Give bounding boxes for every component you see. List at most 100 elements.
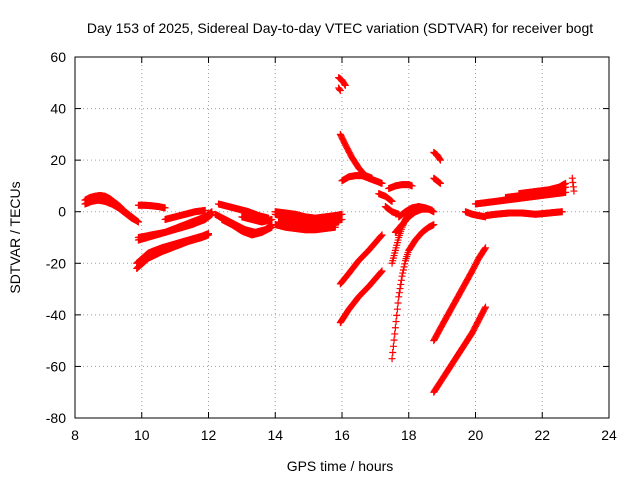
data-point (436, 179, 444, 187)
series-37 (515, 179, 570, 198)
series-24 (336, 267, 386, 327)
data-point (391, 324, 399, 332)
y-tick-label: 60 (50, 49, 66, 65)
series-19 (338, 172, 386, 187)
y-tick-label: -60 (46, 358, 66, 374)
series-25 (388, 221, 438, 363)
series-22 (385, 181, 416, 193)
data-point (341, 80, 349, 88)
x-tick-label: 20 (468, 427, 484, 443)
series-4 (134, 210, 216, 244)
data-point (378, 179, 386, 187)
data-point (396, 285, 404, 293)
series-29 (430, 148, 444, 164)
series-15 (271, 208, 346, 222)
data-point (398, 272, 406, 280)
data-point (390, 336, 398, 344)
y-tick-label: 40 (50, 101, 66, 117)
data-point (377, 269, 385, 277)
data-point (377, 268, 385, 276)
data-point (205, 231, 212, 239)
x-tick-label: 8 (71, 427, 79, 443)
series-33 (461, 208, 490, 221)
x-tick-label: 12 (201, 427, 217, 443)
data-point (436, 155, 444, 163)
data-point (201, 206, 209, 214)
series-2 (134, 201, 169, 212)
series-14 (275, 218, 343, 230)
series-17 (335, 84, 344, 95)
x-tick-label: 10 (134, 427, 150, 443)
y-tick-label: -80 (46, 410, 66, 426)
data-point (335, 218, 343, 226)
data-point (395, 289, 403, 297)
series-30 (430, 174, 444, 187)
grid (75, 57, 609, 418)
data-point (388, 197, 396, 205)
data-point (378, 231, 386, 239)
data-point (408, 182, 416, 190)
series-16 (335, 74, 349, 89)
data-point (389, 349, 397, 357)
x-tick-labels: 8 10 12 14 16 18 20 22 24 (71, 427, 617, 443)
series-31 (430, 244, 490, 345)
data-point (399, 266, 407, 274)
y-tick-labels: -80 -60 -40 -20 0 20 40 60 (46, 49, 66, 426)
series-7 (161, 206, 209, 223)
data-point (388, 355, 396, 363)
data-point (481, 304, 489, 312)
data-point (393, 305, 401, 313)
data-point (395, 293, 403, 301)
series-38 (568, 174, 578, 195)
data-point (338, 210, 346, 218)
data-point (401, 260, 409, 268)
data-point (570, 187, 578, 195)
data-point (391, 330, 399, 338)
data-point (377, 232, 385, 240)
series-11 (238, 213, 276, 226)
data-point (430, 221, 438, 229)
data-points (81, 74, 578, 396)
series-21 (381, 203, 403, 218)
data-point (161, 204, 169, 212)
data-point (562, 179, 570, 187)
data-point (336, 87, 344, 95)
data-point (268, 215, 276, 223)
data-point (335, 85, 343, 93)
y-tick-label: -40 (46, 307, 66, 323)
y-tick-label: 20 (50, 152, 66, 168)
data-point (377, 232, 385, 240)
y-tick-label: 0 (58, 204, 66, 220)
data-point (378, 267, 386, 275)
x-tick-label: 18 (401, 427, 417, 443)
data-point (393, 311, 401, 319)
x-tick-label: 14 (267, 427, 283, 443)
x-tick-label: 22 (534, 427, 550, 443)
data-point (394, 299, 402, 307)
data-point (400, 263, 408, 271)
data-point (397, 280, 405, 288)
data-point (392, 318, 400, 326)
x-axis-label: GPS time / hours (287, 458, 394, 474)
data-point (133, 217, 141, 225)
data-point (558, 208, 566, 216)
data-point (482, 244, 490, 252)
data-point (428, 206, 436, 214)
data-point (389, 342, 397, 350)
series-20 (375, 190, 396, 205)
series-1 (81, 196, 141, 225)
data-point (482, 303, 490, 311)
series-6 (133, 231, 212, 272)
series-32 (430, 303, 490, 396)
series-10 (218, 215, 276, 239)
y-tick-label: -20 (46, 255, 66, 271)
axis-ticks (74, 56, 610, 419)
y-axis-label: SDTVAR / TECUs (7, 181, 23, 293)
data-point (436, 156, 444, 164)
series-34 (482, 208, 566, 220)
x-tick-label: 24 (601, 427, 617, 443)
data-point (397, 276, 405, 284)
series-28 (395, 203, 436, 221)
data-point (481, 245, 489, 253)
